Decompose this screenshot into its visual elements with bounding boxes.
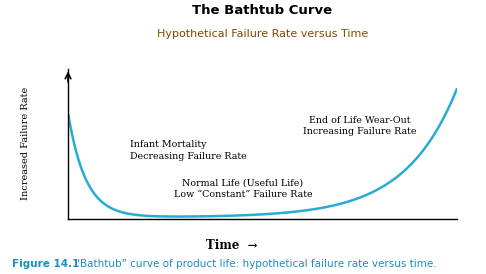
Text: “Bathtub” curve of product life: hypothetical failure rate versus time.: “Bathtub” curve of product life: hypothe… (75, 259, 437, 269)
Text: Figure 14.1: Figure 14.1 (12, 259, 80, 269)
Text: The Bathtub Curve: The Bathtub Curve (192, 4, 332, 17)
Text: Increased Failure Rate: Increased Failure Rate (21, 87, 30, 201)
Text: Normal Life (Useful Life)
Low “Constant” Failure Rate: Normal Life (Useful Life) Low “Constant”… (174, 179, 312, 199)
Text: End of Life Wear-Out
Increasing Failure Rate: End of Life Wear-Out Increasing Failure … (303, 116, 417, 136)
Text: Hypothetical Failure Rate versus Time: Hypothetical Failure Rate versus Time (157, 29, 368, 39)
Text: Infant Mortality
Decreasing Failure Rate: Infant Mortality Decreasing Failure Rate (130, 140, 247, 161)
Text: Time  →: Time → (206, 239, 257, 252)
